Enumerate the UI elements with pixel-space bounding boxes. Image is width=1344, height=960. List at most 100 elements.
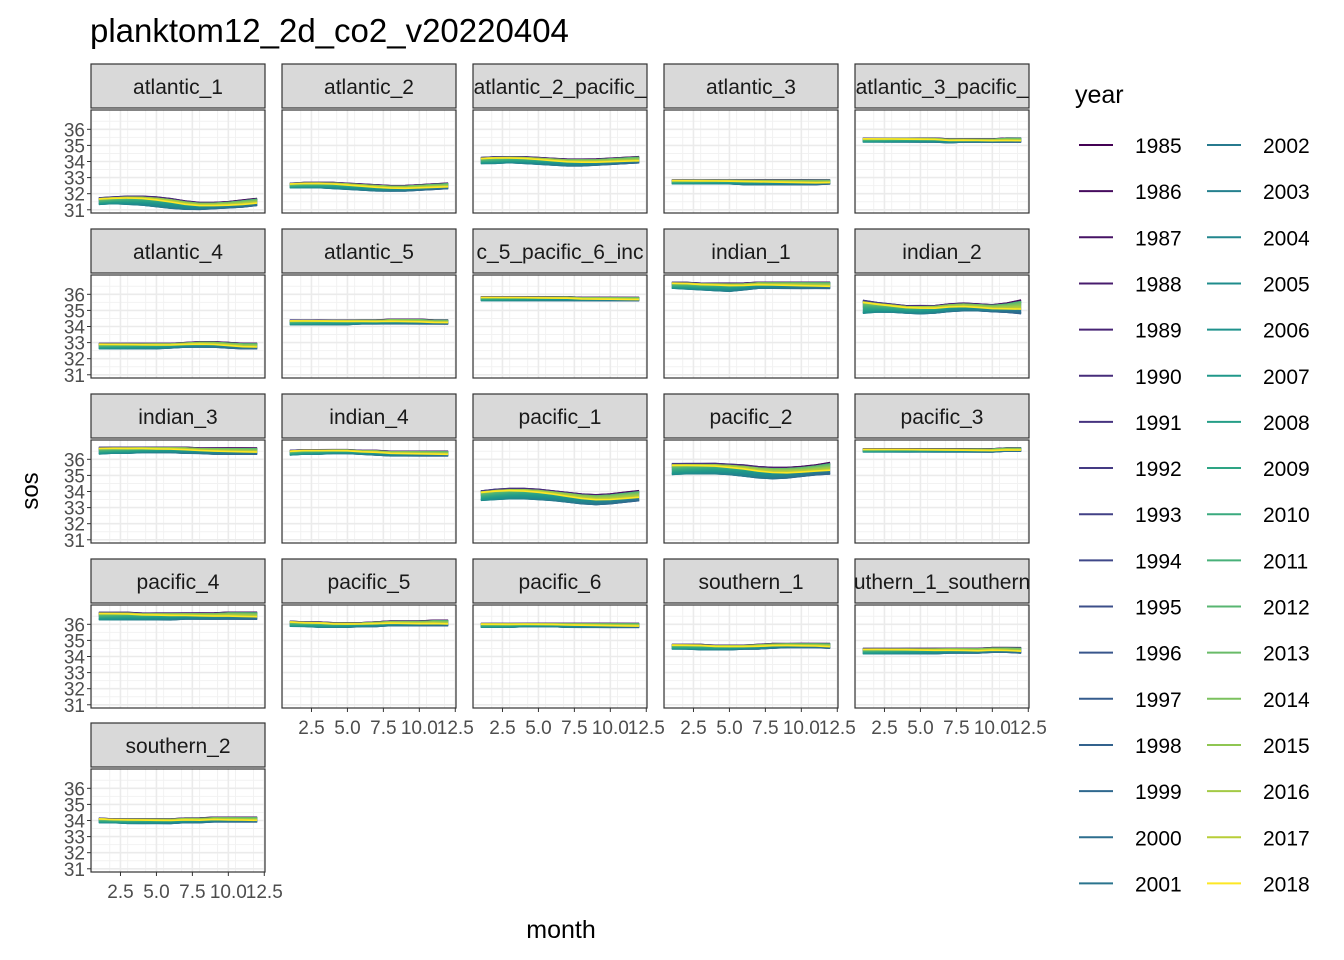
legend-label: 2003: [1263, 181, 1310, 204]
series-line-2018: [98, 197, 258, 207]
y-tick-label: 35: [64, 795, 85, 816]
legend-label: 1987: [1135, 227, 1182, 250]
series-line-2018: [480, 489, 640, 501]
legend-entry-2017: 2017: [1207, 827, 1310, 850]
facet-panel-southern_1: southern_1 2.5 5.0 7.5 10.012.5: [663, 558, 856, 739]
legend-label: 1995: [1135, 597, 1182, 620]
legend-label: 2007: [1263, 366, 1310, 389]
panel-border: [663, 439, 839, 544]
legend-entry-1999: 1999: [1079, 781, 1182, 804]
series-line-2018: [289, 621, 449, 625]
legend-label: 1994: [1135, 550, 1182, 573]
facet-strip-label: atlantic_4: [133, 241, 223, 264]
series-lines: [480, 295, 640, 302]
legend-entry-1988: 1988: [1079, 273, 1182, 296]
legend-entry-2000: 2000: [1079, 827, 1182, 850]
legend-label: 2013: [1263, 643, 1310, 666]
x-tick-label: 10.0: [401, 718, 438, 739]
series-line-2018: [671, 282, 831, 288]
y-tick-label: 31: [64, 201, 85, 222]
legend-entry-1987: 1987: [1079, 227, 1182, 250]
series-lines: [862, 137, 1022, 144]
facet-strip-label: atlantic_2_pacific_: [474, 76, 647, 99]
facet-strip: [663, 558, 839, 604]
x-tick-label: 2.5: [680, 718, 706, 739]
legend-entry-1985: 1985: [1079, 135, 1182, 158]
legend-entry-1993: 1993: [1079, 504, 1182, 527]
series-lines: [98, 195, 258, 211]
legend-label: 2005: [1263, 273, 1310, 296]
y-tick-label: 32: [64, 680, 85, 701]
series-line-2018: [98, 612, 258, 618]
series-line-2018: [98, 818, 258, 822]
facet-panel-atlantic_3: atlantic_3: [663, 63, 839, 214]
series-lines: [480, 155, 640, 167]
legend-label: 2014: [1263, 689, 1310, 712]
legend-entry-1989: 1989: [1079, 320, 1182, 343]
facet-strip: [281, 393, 457, 439]
series-lines: [289, 448, 449, 457]
panel-border: [281, 274, 457, 379]
x-tick-label: 7.5: [561, 718, 587, 739]
series-line-2018: [862, 448, 1022, 452]
legend-entry-2001: 2001: [1079, 873, 1182, 896]
panel-border: [472, 274, 648, 379]
y-tick-label: 35: [64, 631, 85, 652]
x-tick-label: 10.0: [210, 882, 247, 903]
facet-strip: [281, 63, 457, 109]
x-tick-label: 10.0: [974, 718, 1011, 739]
panel-border: [854, 274, 1030, 379]
series-line-2018: [862, 648, 1022, 652]
facet-strip: [90, 63, 266, 109]
facet-panel-pacific_3: pacific_3: [854, 393, 1030, 544]
y-tick-label: 33: [64, 334, 85, 355]
series-lines: [289, 619, 449, 629]
x-tick-label: 5.0: [907, 718, 933, 739]
facet-strip-label: indian_2: [902, 241, 981, 264]
facet-strip-label: pacific_1: [519, 406, 602, 429]
facet-strip: [90, 722, 266, 768]
facet-panel-indian_2: indian_2: [854, 228, 1030, 379]
x-tick-label: 7.5: [752, 718, 778, 739]
facet-strip-label: c_5_pacific_6_inc: [477, 241, 644, 264]
legend-entry-2016: 2016: [1207, 781, 1310, 804]
facet-strip-label: southern_2: [125, 735, 230, 758]
facet-panel-atlantic_2_pacific_: atlantic_2_pacific_: [472, 63, 648, 214]
facet-strip-label: indian_4: [329, 406, 409, 429]
facet-panel-indian_1: indian_1: [663, 228, 839, 379]
legend-label: 2017: [1263, 827, 1310, 850]
series-line-2018: [671, 644, 831, 648]
panel-border: [281, 439, 457, 544]
x-tick-label: 7.5: [943, 718, 969, 739]
facet-panel-atlantic_3_pacific_: atlantic_3_pacific_: [854, 63, 1030, 214]
x-tick-label: 5.0: [334, 718, 360, 739]
series-lines: [98, 446, 258, 455]
legend-label: 2011: [1263, 550, 1308, 573]
x-axis-title: month: [526, 916, 595, 944]
legend-label: 2002: [1263, 135, 1310, 158]
legend-label: 2004: [1263, 227, 1310, 250]
series-line-2018: [289, 182, 449, 190]
series-lines: [862, 646, 1022, 655]
series-lines: [480, 487, 640, 506]
series-line-2018: [98, 343, 258, 348]
legend-label: 1997: [1135, 689, 1182, 712]
panel-border: [663, 274, 839, 379]
y-tick-label: 32: [64, 844, 85, 865]
x-tick-label: 5.0: [143, 882, 169, 903]
facet-panel-pacific_5: pacific_5 2.5 5.0 7.5 10.012.5: [281, 558, 474, 739]
panel-border: [472, 439, 648, 544]
x-tick-label: 2.5: [107, 882, 133, 903]
series-line-2018: [480, 296, 640, 301]
panel-border: [854, 439, 1030, 544]
facet-strip: [472, 558, 648, 604]
y-tick-label: 35: [64, 466, 85, 487]
legend-entry-2006: 2006: [1207, 320, 1310, 343]
panel-border: [854, 604, 1030, 709]
